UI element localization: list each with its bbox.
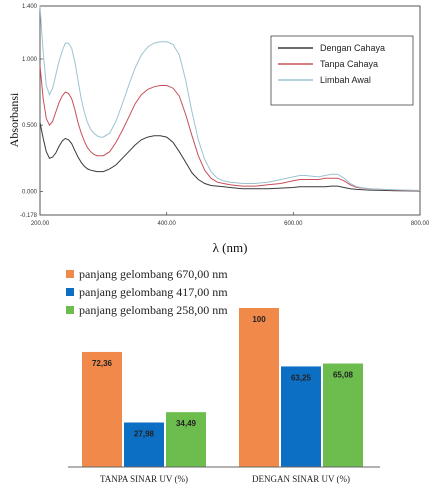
legend-label: Dengan Cahaya — [320, 43, 385, 53]
legend-label: panjang gelombang 670,00 nm — [79, 267, 228, 281]
y-tick-labels: 1.400 1.000 0.500 0.000 -0.178 — [20, 4, 43, 219]
x-tick-label: 200.00 — [31, 221, 50, 227]
y-tick-label: 0.500 — [22, 123, 38, 129]
legend-swatch — [66, 270, 74, 278]
bars: 72,36 27,98 34,49 100 63,25 65,08 — [82, 308, 363, 467]
percentage-bar-chart: panjang gelombang 670,00 nm panjang gelom… — [66, 267, 380, 484]
bar — [166, 412, 206, 467]
series-line-1 — [39, 122, 421, 192]
legend-label: panjang gelombang 258,00 nm — [79, 303, 228, 317]
y-tick-label: 1.400 — [22, 4, 38, 10]
bar — [323, 363, 363, 467]
x-tick-label: 400.00 — [157, 221, 176, 227]
y-tick-label: -0.178 — [20, 213, 38, 219]
bar-value-label: 34,49 — [176, 419, 197, 428]
legend-label: Tanpa Cahaya — [320, 59, 378, 69]
x-axis-label: λ (nm) — [213, 240, 248, 255]
legend-swatch — [66, 306, 74, 314]
series-line-3 — [39, 5, 421, 191]
bar-legend: panjang gelombang 670,00 nm panjang gelom… — [66, 267, 228, 317]
bar-value-label: 65,08 — [333, 371, 354, 380]
bar — [82, 351, 122, 467]
category-label: TANPA SINAR UV (%) — [100, 474, 188, 484]
bar — [281, 366, 321, 467]
legend-swatch — [66, 288, 74, 296]
y-tick-label: 0.000 — [22, 189, 38, 195]
bar — [124, 422, 164, 467]
spectrum-legend: Dengan Cahaya Tanpa Cahaya Limbah Awal — [270, 35, 414, 106]
legend-label: panjang gelombang 417,00 nm — [79, 285, 228, 299]
spectrum-lines — [39, 5, 421, 192]
bar-value-label: 27,98 — [134, 430, 155, 439]
plot-frame — [39, 5, 421, 216]
bar-value-label: 100 — [252, 315, 266, 324]
absorbance-spectrum-chart: 1.400 1.000 0.500 0.000 -0.178 200.00 400.00 6… — [7, 4, 430, 255]
x-tick-labels: 200.00 400.00 600.00 800.00 — [31, 212, 430, 227]
category-labels: TANPA SINAR UV (%) DENGAN SINAR UV (%) — [100, 474, 350, 484]
legend-label: Limbah Awal — [320, 75, 371, 85]
bar-value-label: 72,36 — [92, 359, 113, 368]
bar-value-label: 63,25 — [291, 373, 312, 382]
y-tick-label: 1.000 — [22, 57, 38, 63]
y-axis-label: Absorbansi — [7, 92, 21, 147]
series-line-2 — [39, 65, 421, 192]
category-label: DENGAN SINAR UV (%) — [252, 474, 350, 484]
x-tick-label: 600.00 — [284, 221, 303, 227]
x-tick-label: 800.00 — [411, 221, 430, 227]
bar — [239, 308, 279, 467]
